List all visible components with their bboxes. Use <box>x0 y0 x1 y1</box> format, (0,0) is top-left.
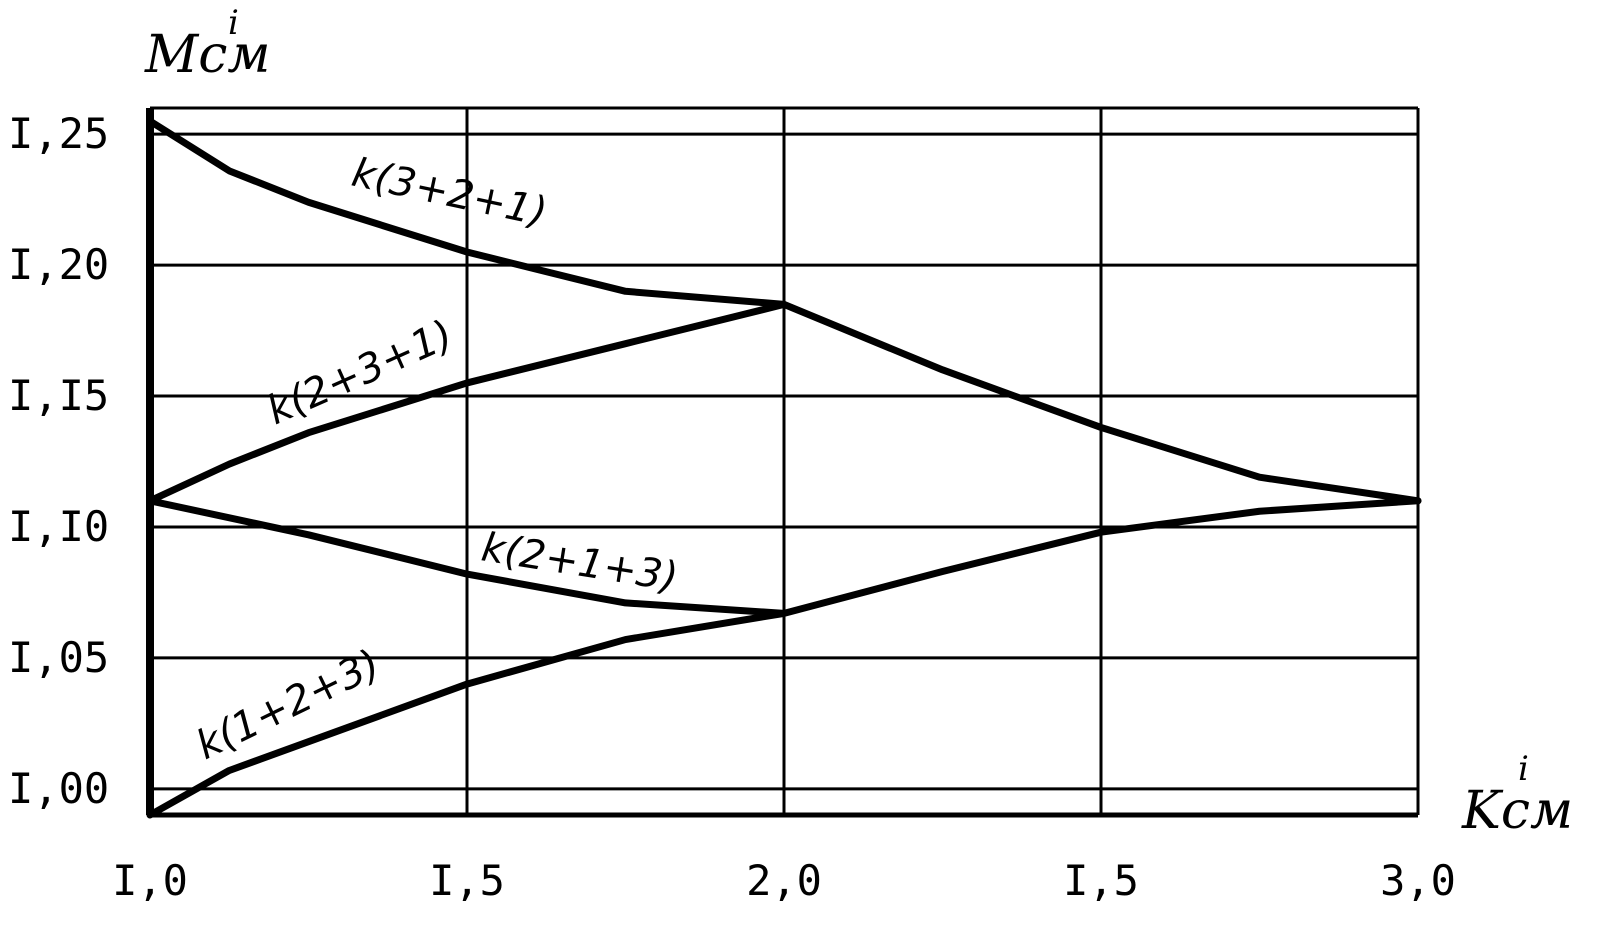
y-tick-label-2: I,I0 <box>8 502 109 551</box>
series-line-1 <box>146 300 788 505</box>
x-tick-label-1: I,5 <box>429 856 505 905</box>
series-line-0 <box>146 117 1422 505</box>
y-axis-title: Мсм <box>144 25 270 85</box>
y-tick-label-0: I,00 <box>8 764 109 813</box>
curve-label-k-2-1-3: k(2+1+3) <box>478 524 681 600</box>
y-axis-title-superscript: i <box>228 3 239 43</box>
tick-labels: I,00 I,05 I,I0 I,I5 I,20 I,25 I,0 I,5 2,0 I,5 3,0 <box>8 109 1456 905</box>
x-axis-title-superscript: i <box>1518 749 1529 789</box>
plot-frame <box>146 106 1420 818</box>
x-tick-label-0: I,0 <box>112 856 188 905</box>
y-tick-label-5: I,25 <box>8 109 109 158</box>
x-tick-label-2: 2,0 <box>746 856 822 905</box>
y-tick-label-1: I,05 <box>8 633 109 682</box>
y-tick-label-4: I,20 <box>8 240 109 289</box>
series-line-2 <box>146 497 788 617</box>
x-tick-label-4: 3,0 <box>1380 856 1456 905</box>
x-tick-label-3: I,5 <box>1063 856 1139 905</box>
y-tick-label-3: I,I5 <box>8 371 109 420</box>
series-line-3 <box>146 497 1422 819</box>
series-group <box>146 117 1422 819</box>
x-axis-title: Kсм <box>1461 781 1573 841</box>
